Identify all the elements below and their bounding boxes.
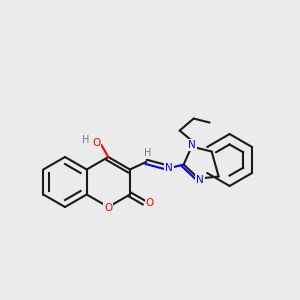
Text: N: N <box>188 140 196 150</box>
Text: H: H <box>144 148 151 158</box>
Text: N: N <box>165 163 172 172</box>
Text: O: O <box>92 138 100 148</box>
Text: O: O <box>104 203 112 213</box>
Text: N: N <box>196 175 203 184</box>
Text: O: O <box>146 197 154 208</box>
Text: H: H <box>82 135 89 145</box>
